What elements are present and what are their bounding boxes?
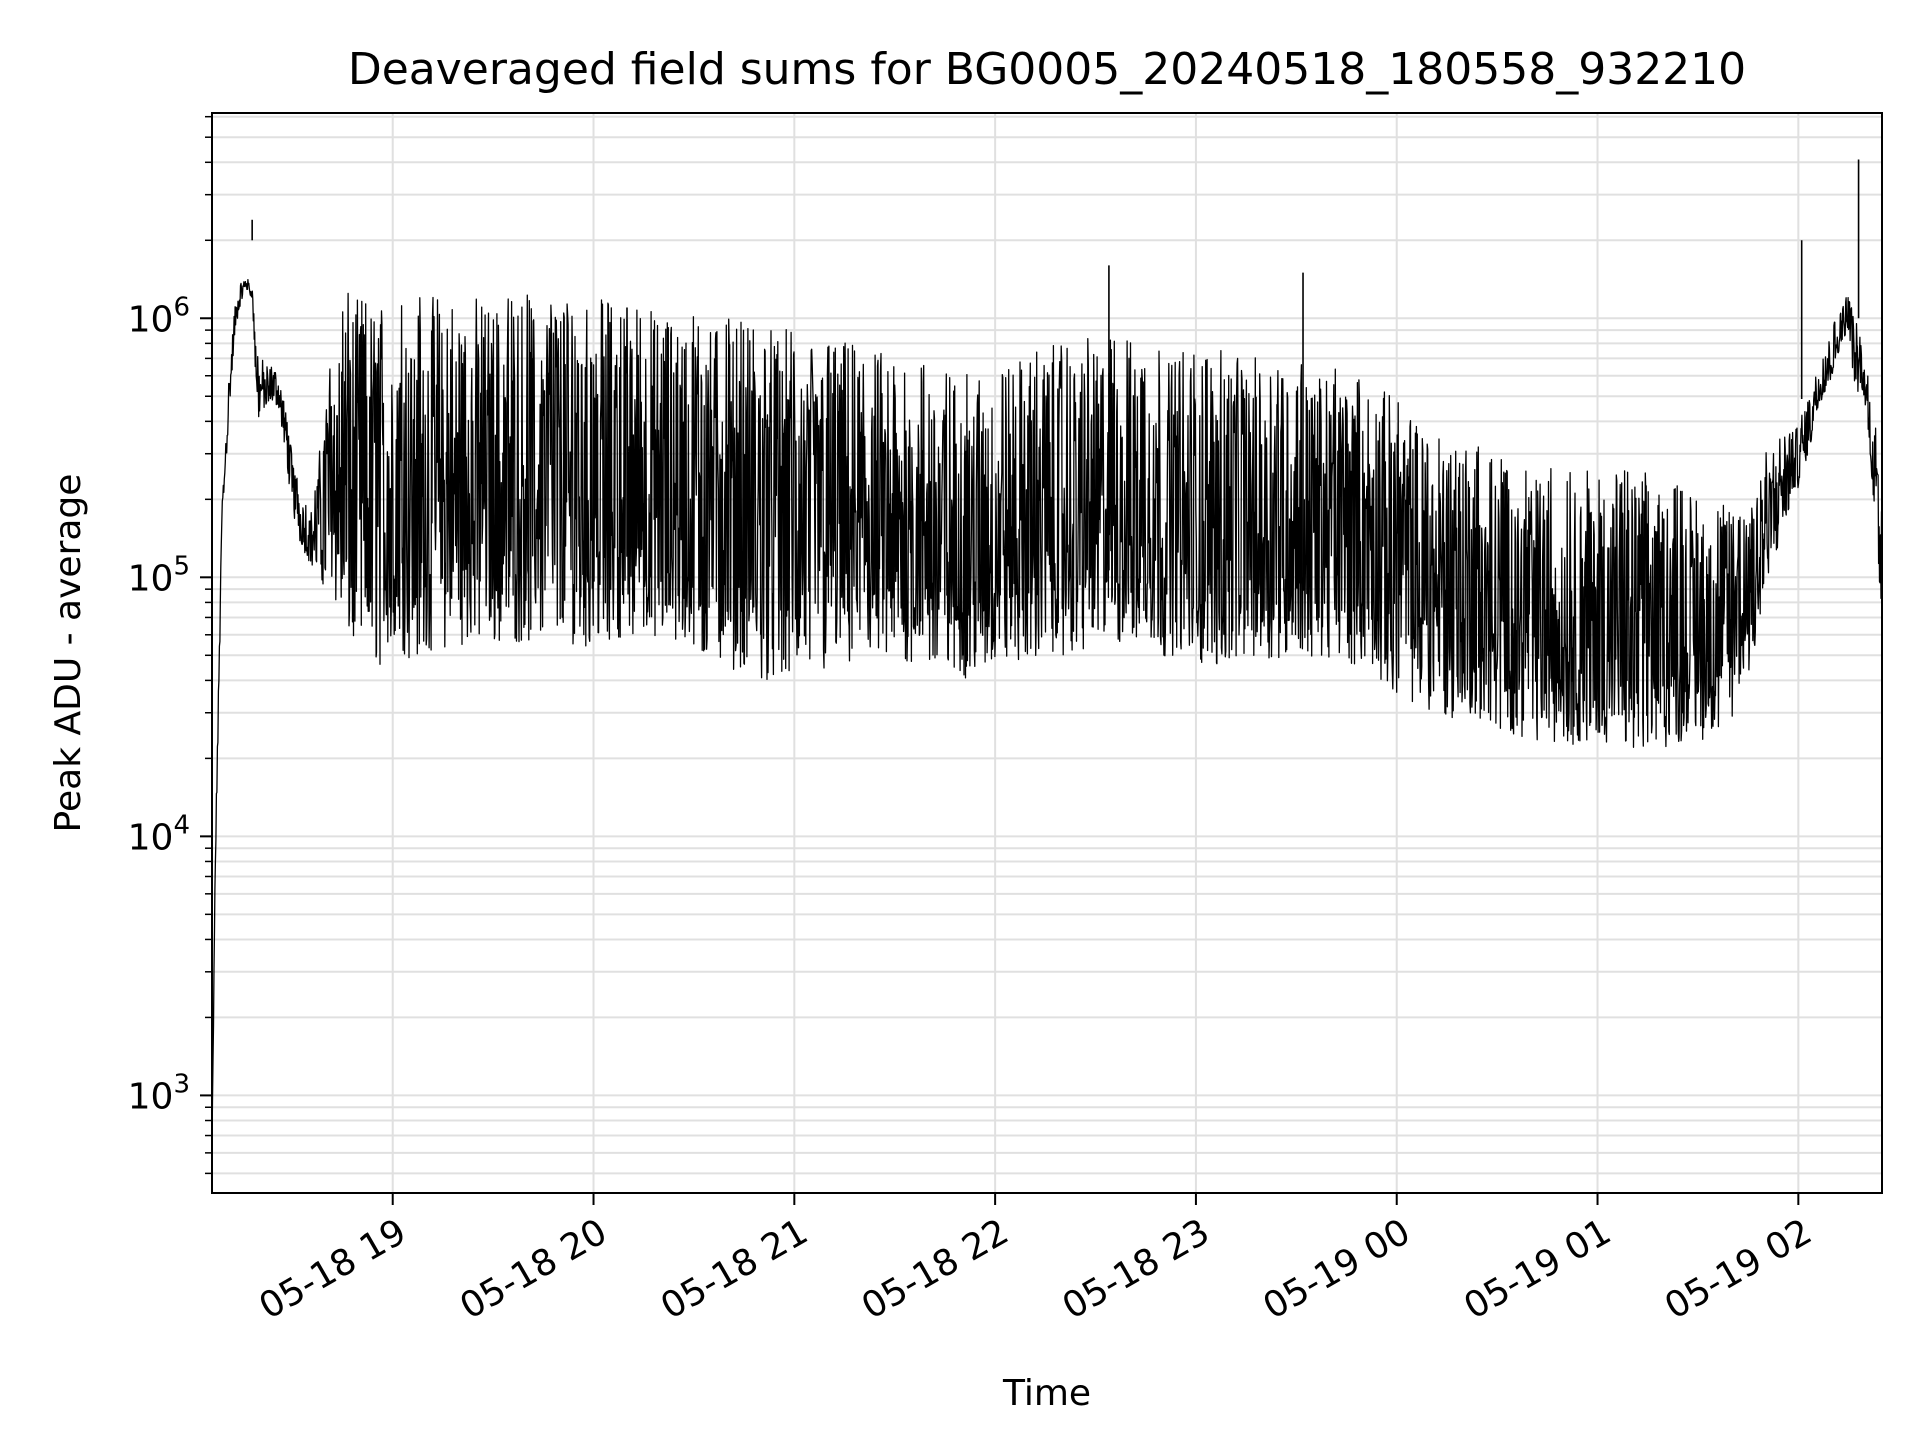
axis-ticks bbox=[200, 115, 1800, 1205]
chart-title: Deaveraged field sums for BG0005_2024051… bbox=[348, 44, 1746, 95]
data-series bbox=[211, 159, 1883, 1147]
y-tick-label: 106 bbox=[128, 292, 190, 340]
y-tick-label: 104 bbox=[128, 810, 190, 858]
y-tick-label: 103 bbox=[128, 1069, 190, 1117]
series-line bbox=[211, 278, 1883, 1147]
major-gridlines bbox=[212, 113, 1882, 1193]
plot-frame bbox=[211, 112, 1883, 1194]
y-axis-label: Peak ADU - average bbox=[48, 474, 89, 833]
y-tick-label: 105 bbox=[128, 551, 190, 599]
x-axis-label: Time bbox=[1002, 1373, 1091, 1414]
